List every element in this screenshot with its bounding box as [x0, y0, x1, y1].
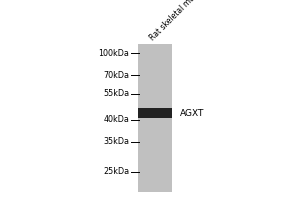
Text: 35kDa: 35kDa [103, 138, 129, 146]
Text: AGXT: AGXT [180, 108, 204, 117]
Bar [138, 44, 172, 192]
Text: Rat skeletal muscle: Rat skeletal muscle [148, 0, 207, 42]
Text: 55kDa: 55kDa [103, 90, 129, 98]
Text: 40kDa: 40kDa [103, 116, 129, 124]
Bar [138, 108, 172, 118]
Text: 70kDa: 70kDa [103, 71, 129, 79]
Text: 25kDa: 25kDa [103, 168, 129, 176]
Text: 100kDa: 100kDa [98, 48, 129, 58]
